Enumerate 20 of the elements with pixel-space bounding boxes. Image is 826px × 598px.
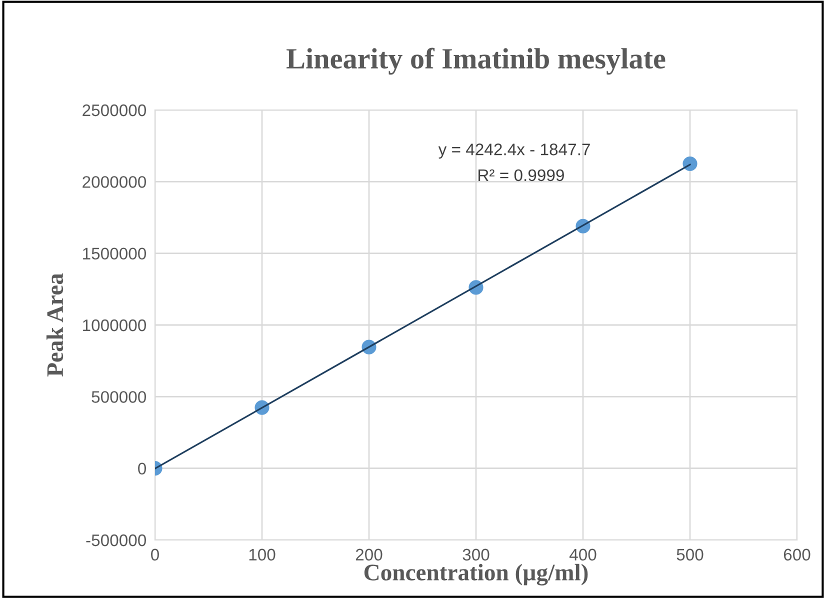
annotation: y = 4242.4x - 1847.7 — [438, 144, 590, 159]
point — [682, 156, 698, 172]
x-tick-label: 200 — [356, 548, 382, 561]
x-tick-label: 600 — [784, 548, 810, 561]
x-tick-label: 500 — [676, 548, 704, 561]
x-tick-label: 400 — [569, 548, 596, 561]
x-tick-label: 100 — [249, 548, 276, 561]
y-tick-label: 1500000 — [83, 248, 146, 260]
y-tick-label: 2500000 — [82, 104, 146, 116]
x-tick-label: 0 — [151, 548, 159, 561]
annotation: R² = 0.9999 — [478, 169, 564, 182]
y-tick-label: -500000 — [86, 534, 146, 546]
x-tick-label: 300 — [462, 548, 490, 561]
x-axis-title: Concentration (µg/ml) — [364, 564, 588, 586]
y-axis-title: Peak Area — [46, 273, 64, 377]
chart-title: Linearity of Imatinib mesylate — [286, 48, 666, 75]
y-tick-label: 1000000 — [83, 319, 146, 332]
y-tick-label: 2000000 — [82, 176, 146, 188]
y-tick-label: 0 — [138, 462, 146, 475]
y-tick-label: 500000 — [92, 391, 146, 403]
